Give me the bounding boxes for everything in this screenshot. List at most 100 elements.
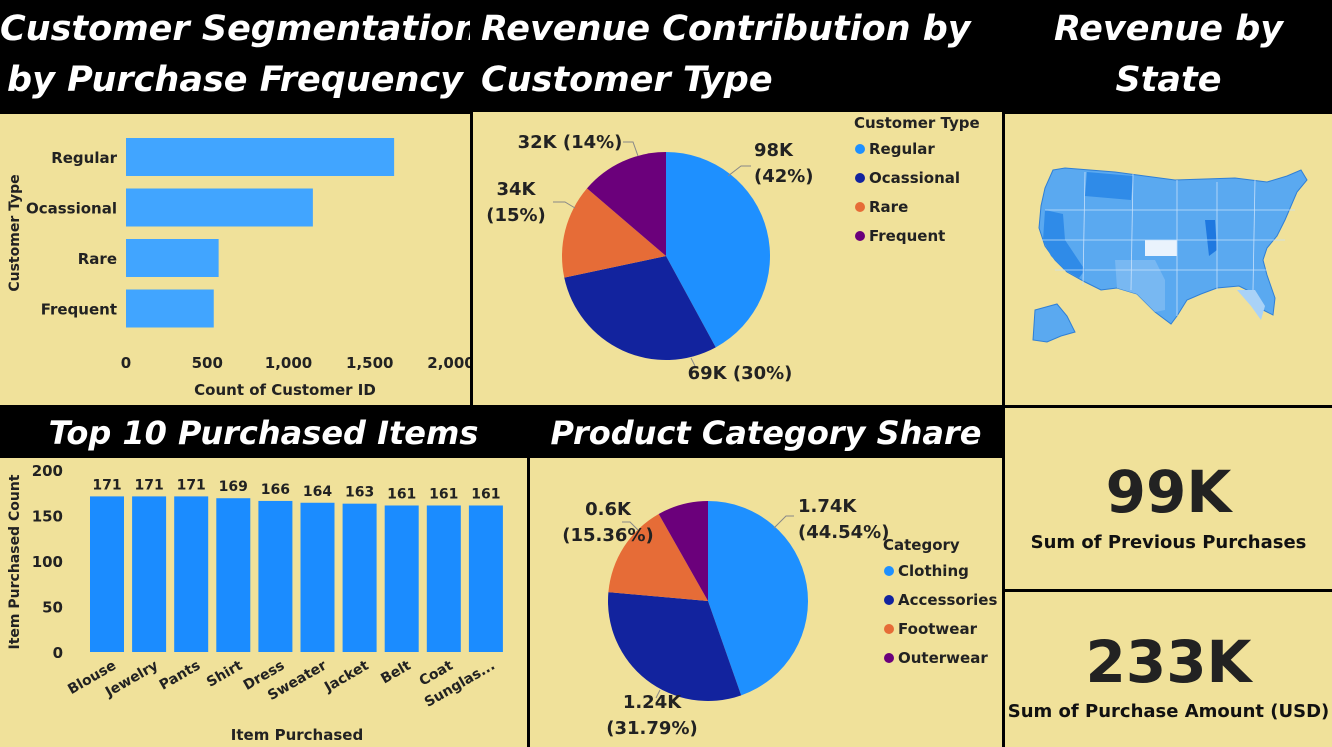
pie-data-label: 34K bbox=[497, 179, 537, 200]
legend-marker-ocassional bbox=[855, 173, 865, 183]
bar-value-label: 171 bbox=[177, 477, 206, 493]
bar-value-label: 166 bbox=[261, 482, 290, 498]
revenue-state-title-line1: Revenue by bbox=[1053, 9, 1284, 49]
category-share-panel: Product Category Share Category Clothing A… bbox=[530, 408, 1002, 747]
state-florida bbox=[1237, 290, 1265, 320]
pie-data-label: 0.6K bbox=[585, 499, 632, 520]
revenue-type-title-line2: Customer Type bbox=[481, 60, 773, 100]
x-tick-label: Jacket bbox=[321, 657, 372, 696]
segmentation-panel: Customer Segmentation by Purchase Freque… bbox=[0, 0, 470, 405]
bar-item[interactable] bbox=[426, 505, 461, 652]
x-tick-label: 0 bbox=[121, 354, 131, 372]
bar-item[interactable] bbox=[90, 496, 124, 652]
segmentation-title-line1: Customer Segmentation bbox=[0, 9, 470, 49]
top-items-title: Top 10 Purchased Items bbox=[0, 408, 527, 458]
y-tick-label: 200 bbox=[32, 462, 63, 480]
bar-value-label: 164 bbox=[303, 484, 332, 500]
pie-slice-ocassional[interactable] bbox=[564, 256, 716, 360]
state-montana bbox=[1085, 172, 1133, 200]
bar-frequent[interactable] bbox=[126, 289, 214, 328]
category-label: Regular bbox=[51, 149, 117, 167]
legend-item-accessories[interactable]: Accessories bbox=[898, 591, 997, 609]
kpi-purchase-amount-label: Sum of Purchase Amount (USD) bbox=[1007, 701, 1330, 722]
legend-item-ocassional[interactable]: Ocassional bbox=[869, 169, 960, 187]
usa-map-icon[interactable] bbox=[1005, 110, 1332, 405]
kpi-previous-purchases-card: 99K Sum of Previous Purchases bbox=[1005, 408, 1332, 589]
legend-marker-accessories bbox=[884, 595, 894, 605]
bar-item[interactable] bbox=[258, 500, 293, 652]
y-tick-label: 0 bbox=[53, 644, 63, 662]
bar-item[interactable] bbox=[384, 505, 419, 652]
pie-slice-rare[interactable] bbox=[562, 188, 666, 278]
bar-item[interactable] bbox=[300, 502, 335, 652]
revenue-type-title: Revenue Contribution by Customer Type bbox=[473, 0, 1002, 112]
x-tick-label: 2,000 bbox=[427, 354, 470, 372]
legend-item-outerwear[interactable]: Outerwear bbox=[898, 649, 988, 667]
bar-item[interactable] bbox=[216, 498, 251, 652]
bar-rare[interactable] bbox=[126, 239, 219, 277]
x-axis-title: Item Purchased bbox=[231, 726, 363, 744]
state-alaska bbox=[1032, 303, 1076, 343]
revenue-state-panel: Revenue by State bbox=[1005, 0, 1332, 405]
legend-marker-clothing bbox=[884, 566, 894, 576]
bar-regular[interactable] bbox=[126, 138, 395, 176]
segmentation-bar-chart: Regular Ocassional Rare Frequent 0 500 1,000 1,… bbox=[7, 138, 470, 399]
bar-item[interactable] bbox=[132, 496, 167, 652]
bar-item[interactable] bbox=[468, 505, 503, 652]
state-kansas bbox=[1145, 240, 1177, 256]
pie-data-label: 32K (14%) bbox=[518, 132, 623, 153]
category-label: Frequent bbox=[41, 301, 117, 319]
x-tick-label: Shirt bbox=[204, 657, 246, 690]
leader-line bbox=[622, 521, 639, 531]
state-texas bbox=[1115, 260, 1165, 312]
revenue-state-title-line2: State bbox=[1115, 60, 1222, 100]
revenue-type-panel: Revenue Contribution by Customer Type Cu… bbox=[473, 0, 1002, 405]
legend-item-frequent[interactable]: Frequent bbox=[869, 227, 945, 245]
y-tick-label: 100 bbox=[32, 553, 63, 571]
customer-type-pie-chart: Customer Type Regular Ocassional Rare Freque… bbox=[486, 114, 980, 384]
pie-slice-frequent[interactable] bbox=[586, 152, 666, 256]
pie-slice-outerwear[interactable] bbox=[658, 501, 708, 601]
legend-title: Customer Type bbox=[854, 114, 980, 132]
revenue-state-title: Revenue by State bbox=[1005, 0, 1332, 114]
legend-item-rare[interactable]: Rare bbox=[869, 198, 908, 216]
x-tick-label: 1,500 bbox=[346, 354, 393, 372]
pie-data-label: 98K bbox=[754, 140, 794, 161]
kpi-purchase-amount-card: 233K Sum of Purchase Amount (USD) bbox=[1005, 592, 1332, 747]
x-tick-label: 500 bbox=[192, 354, 223, 372]
legend-marker-outerwear bbox=[884, 653, 894, 663]
state-illinois bbox=[1205, 220, 1217, 256]
state-california bbox=[1043, 210, 1085, 278]
legend-item-clothing[interactable]: Clothing bbox=[898, 562, 969, 580]
category-label: Rare bbox=[78, 250, 117, 268]
legend-title: Category bbox=[883, 536, 960, 554]
pie-data-label: (44.54%) bbox=[798, 522, 889, 543]
x-axis-title: Count of Customer ID bbox=[194, 381, 376, 399]
bar-ocassional[interactable] bbox=[126, 188, 313, 227]
pie-slice-regular[interactable] bbox=[666, 152, 771, 348]
bar-item[interactable] bbox=[342, 503, 377, 652]
revenue-type-title-line1: Revenue Contribution by bbox=[481, 9, 971, 49]
pie-data-label: (15.36%) bbox=[562, 525, 653, 546]
legend-marker-regular bbox=[855, 144, 865, 154]
pie-data-label: 1.24K bbox=[623, 692, 682, 713]
pie-data-label: (15%) bbox=[486, 205, 546, 226]
legend-marker-footwear bbox=[884, 624, 894, 634]
x-tick-label: Belt bbox=[378, 657, 414, 687]
category-label: Ocassional bbox=[26, 200, 117, 218]
leader-line bbox=[690, 357, 696, 367]
category-share-title: Product Category Share bbox=[530, 408, 1002, 458]
y-axis-title: Customer Type bbox=[7, 174, 23, 291]
category-pie-chart: Category Clothing Accessories Footwear Outer… bbox=[562, 496, 997, 739]
pie-slice-clothing[interactable] bbox=[708, 501, 808, 696]
legend-item-footwear[interactable]: Footwear bbox=[898, 620, 978, 638]
leader-line bbox=[773, 515, 794, 529]
pie-data-label: 69K (30%) bbox=[688, 363, 793, 384]
bar-item[interactable] bbox=[174, 496, 209, 652]
bar-value-label: 171 bbox=[134, 477, 163, 493]
pie-slice-footwear[interactable] bbox=[608, 513, 708, 601]
pie-data-label: 1.74K bbox=[798, 496, 857, 517]
legend-item-regular[interactable]: Regular bbox=[869, 140, 935, 158]
pie-slice-accessories[interactable] bbox=[608, 592, 742, 701]
legend-marker-frequent bbox=[855, 231, 865, 241]
